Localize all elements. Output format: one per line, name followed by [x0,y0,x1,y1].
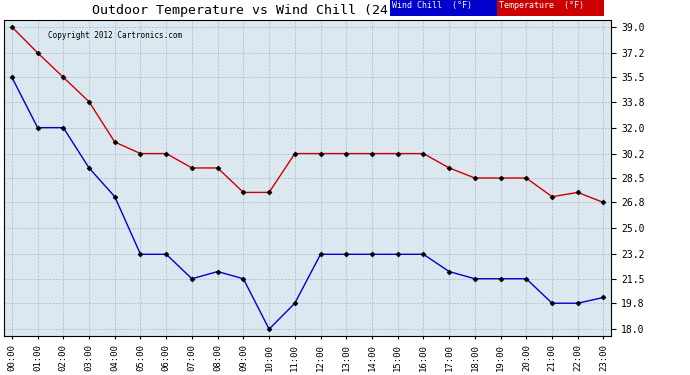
Text: Copyright 2012 Cartronics.com: Copyright 2012 Cartronics.com [48,30,182,39]
Text: Wind Chill  (°F): Wind Chill (°F) [393,2,473,10]
Text: Temperature  (°F): Temperature (°F) [500,2,584,10]
Title: Outdoor Temperature vs Wind Chill (24 Hours)  20121112: Outdoor Temperature vs Wind Chill (24 Ho… [92,4,524,17]
